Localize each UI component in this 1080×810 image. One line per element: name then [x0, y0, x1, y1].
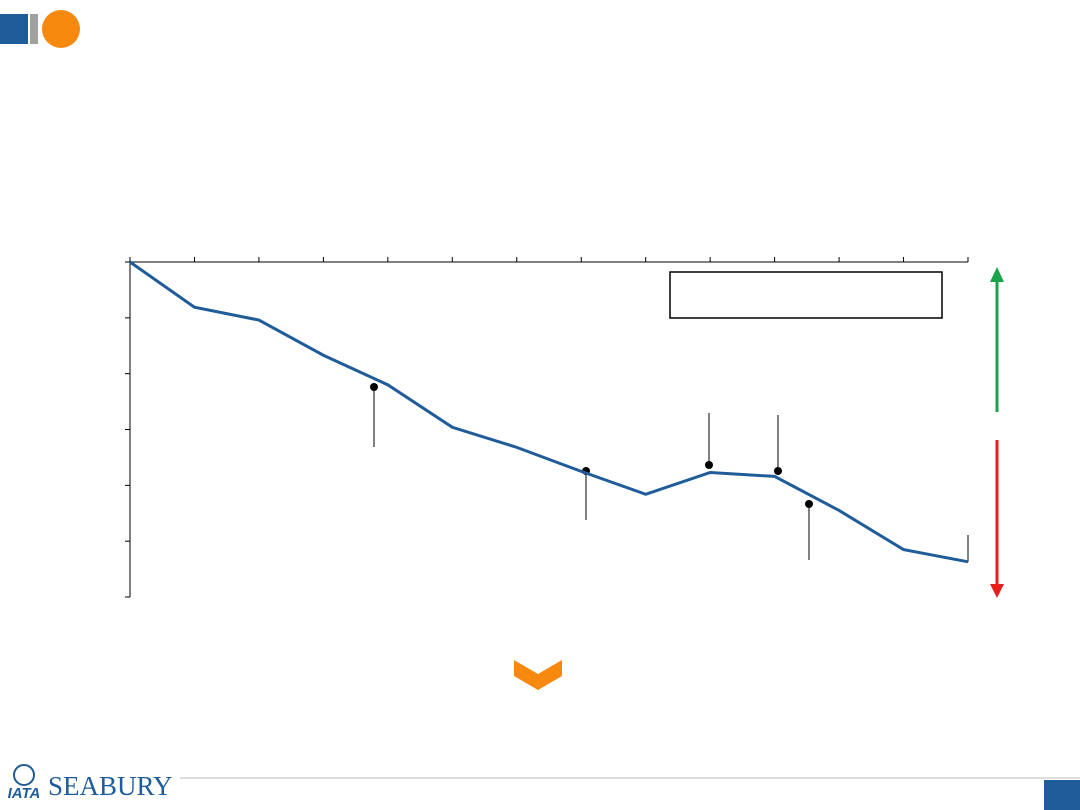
marker-dot — [805, 500, 813, 508]
logo-globe — [13, 764, 35, 786]
marker-dot — [774, 467, 782, 475]
event-dots — [370, 383, 813, 508]
marker-dot — [705, 461, 713, 469]
logo-name: SEABURY — [48, 771, 173, 801]
event-markers — [373, 387, 969, 562]
legend-box — [669, 271, 943, 319]
chevron — [514, 660, 562, 690]
logo-mark: IATA — [8, 785, 41, 802]
header-circle — [42, 10, 80, 48]
header-square — [0, 14, 28, 44]
up-arrow-head — [990, 267, 1004, 282]
data-line — [129, 260, 969, 564]
down-arrow-head — [990, 584, 1004, 598]
header-bar — [30, 14, 38, 44]
page-box — [1044, 780, 1080, 810]
marker-dot — [370, 383, 378, 391]
